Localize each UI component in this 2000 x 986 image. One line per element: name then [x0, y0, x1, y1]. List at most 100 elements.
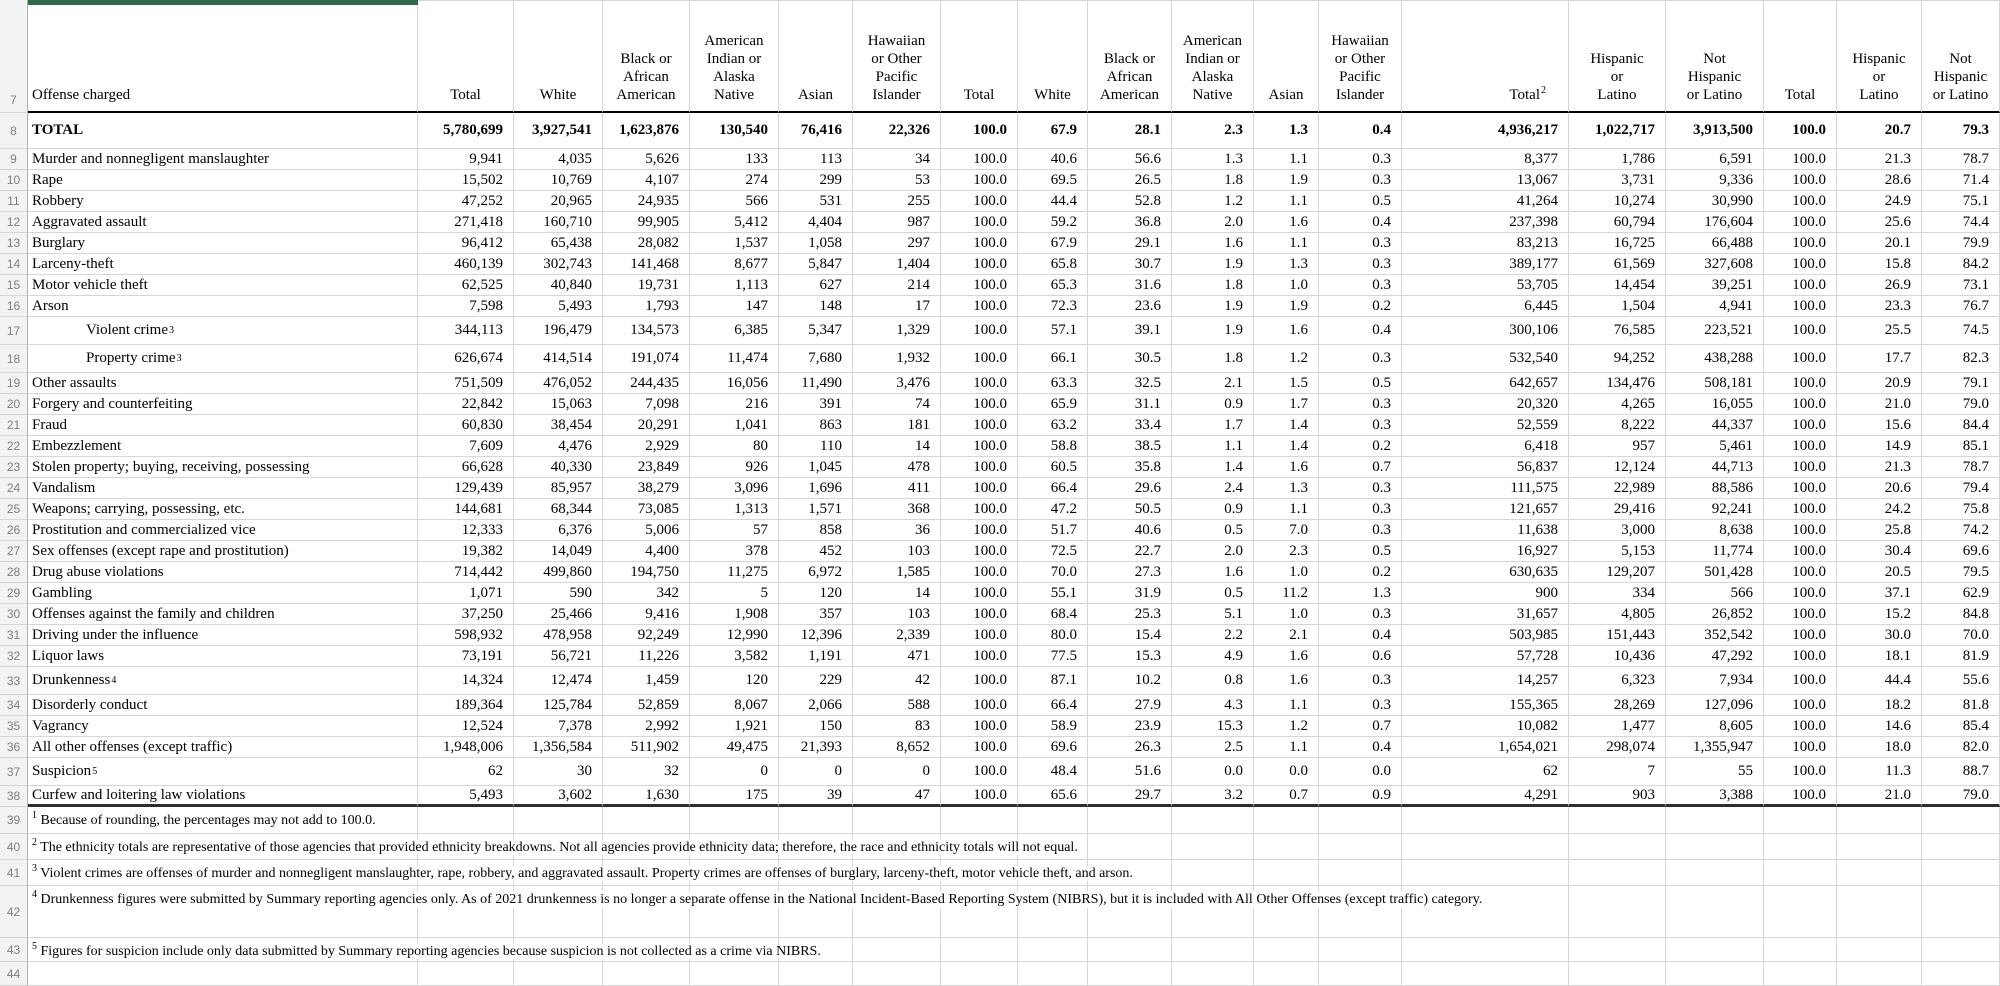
- value-cell[interactable]: 26.9: [1837, 275, 1922, 296]
- value-cell[interactable]: 72.3: [1018, 296, 1088, 317]
- offense-label-cell[interactable]: Larceny-theft: [28, 254, 418, 275]
- value-cell[interactable]: 452: [779, 541, 853, 562]
- value-cell[interactable]: 1.9: [1254, 170, 1319, 191]
- value-cell[interactable]: 66.4: [1018, 695, 1088, 716]
- offense-label-cell[interactable]: Forgery and counterfeiting: [28, 394, 418, 415]
- column-header[interactable]: Not Hispanic or Latino: [1666, 0, 1764, 113]
- value-cell[interactable]: 100.0: [1764, 758, 1837, 786]
- value-cell[interactable]: 344,113: [418, 317, 514, 345]
- value-cell[interactable]: 176,604: [1666, 212, 1764, 233]
- value-cell[interactable]: 1,504: [1569, 296, 1666, 317]
- row-number[interactable]: 28: [0, 562, 28, 583]
- value-cell[interactable]: 1.6: [1254, 667, 1319, 695]
- value-cell[interactable]: 0.9: [1319, 786, 1402, 807]
- value-cell[interactable]: 0.3: [1319, 520, 1402, 541]
- value-cell[interactable]: 100.0: [1764, 275, 1837, 296]
- value-cell[interactable]: 10,436: [1569, 646, 1666, 667]
- value-cell[interactable]: 9,941: [418, 149, 514, 170]
- row-number[interactable]: 41: [0, 860, 28, 886]
- value-cell[interactable]: 5,626: [603, 149, 690, 170]
- value-cell[interactable]: 274: [690, 170, 779, 191]
- value-cell[interactable]: 471: [853, 646, 941, 667]
- value-cell[interactable]: 5,347: [779, 317, 853, 345]
- value-cell[interactable]: 96,412: [418, 233, 514, 254]
- value-cell[interactable]: 14.6: [1837, 716, 1922, 737]
- value-cell[interactable]: 67.9: [1018, 233, 1088, 254]
- value-cell[interactable]: 4,941: [1666, 296, 1764, 317]
- value-cell[interactable]: 100.0: [1764, 457, 1837, 478]
- value-cell[interactable]: 391: [779, 394, 853, 415]
- value-cell[interactable]: 2.4: [1172, 478, 1254, 499]
- value-cell[interactable]: 76.7: [1922, 296, 2000, 317]
- value-cell[interactable]: 53: [853, 170, 941, 191]
- value-cell[interactable]: 1,404: [853, 254, 941, 275]
- value-cell[interactable]: 70.0: [1018, 562, 1088, 583]
- value-cell[interactable]: 87.1: [1018, 667, 1088, 695]
- value-cell[interactable]: 9,336: [1666, 170, 1764, 191]
- value-cell[interactable]: 68.4: [1018, 604, 1088, 625]
- value-cell[interactable]: 134,573: [603, 317, 690, 345]
- value-cell[interactable]: 8,605: [1666, 716, 1764, 737]
- value-cell[interactable]: 4,400: [603, 541, 690, 562]
- value-cell[interactable]: 79.0: [1922, 786, 2000, 807]
- value-cell[interactable]: 24.2: [1837, 499, 1922, 520]
- value-cell[interactable]: 414,514: [514, 345, 603, 373]
- value-cell[interactable]: 5,412: [690, 212, 779, 233]
- value-cell[interactable]: 1,355,947: [1666, 737, 1764, 758]
- value-cell[interactable]: 0.3: [1319, 499, 1402, 520]
- value-cell[interactable]: 129,439: [418, 478, 514, 499]
- value-cell[interactable]: 8,377: [1402, 149, 1569, 170]
- value-cell[interactable]: 100.0: [941, 541, 1018, 562]
- value-cell[interactable]: 31,657: [1402, 604, 1569, 625]
- column-header[interactable]: White: [514, 0, 603, 113]
- value-cell[interactable]: 1,071: [418, 583, 514, 604]
- value-cell[interactable]: 7,378: [514, 716, 603, 737]
- value-cell[interactable]: 1,113: [690, 275, 779, 296]
- value-cell[interactable]: 6,385: [690, 317, 779, 345]
- value-cell[interactable]: 63.3: [1018, 373, 1088, 394]
- value-cell[interactable]: 39.1: [1088, 317, 1172, 345]
- value-cell[interactable]: 38,454: [514, 415, 603, 436]
- offense-label-cell[interactable]: Liquor laws: [28, 646, 418, 667]
- value-cell[interactable]: 100.0: [941, 149, 1018, 170]
- value-cell[interactable]: 100.0: [1764, 212, 1837, 233]
- value-cell[interactable]: 14: [853, 583, 941, 604]
- offense-label-cell[interactable]: Stolen property; buying, receiving, poss…: [28, 457, 418, 478]
- value-cell[interactable]: 81.8: [1922, 695, 2000, 716]
- value-cell[interactable]: 17: [853, 296, 941, 317]
- value-cell[interactable]: 70.0: [1922, 625, 2000, 646]
- value-cell[interactable]: 389,177: [1402, 254, 1569, 275]
- value-cell[interactable]: 189,364: [418, 695, 514, 716]
- value-cell[interactable]: 100.0: [941, 604, 1018, 625]
- value-cell[interactable]: 44.4: [1837, 667, 1922, 695]
- row-number[interactable]: 36: [0, 737, 28, 758]
- value-cell[interactable]: 79.1: [1922, 373, 2000, 394]
- value-cell[interactable]: 41,264: [1402, 191, 1569, 212]
- row-number[interactable]: 20: [0, 394, 28, 415]
- value-cell[interactable]: 0.0: [1172, 758, 1254, 786]
- value-cell[interactable]: 299: [779, 170, 853, 191]
- value-cell[interactable]: 30.4: [1837, 541, 1922, 562]
- value-cell[interactable]: 100.0: [941, 499, 1018, 520]
- value-cell[interactable]: 147: [690, 296, 779, 317]
- value-cell[interactable]: 68,344: [514, 499, 603, 520]
- value-cell[interactable]: 35.8: [1088, 457, 1172, 478]
- value-cell[interactable]: 15.2: [1837, 604, 1922, 625]
- value-cell[interactable]: 28.6: [1837, 170, 1922, 191]
- value-cell[interactable]: 0.5: [1172, 520, 1254, 541]
- value-cell[interactable]: 12,396: [779, 625, 853, 646]
- value-cell[interactable]: 19,731: [603, 275, 690, 296]
- row-number[interactable]: 17: [0, 317, 28, 345]
- value-cell[interactable]: 66.1: [1018, 345, 1088, 373]
- value-cell[interactable]: 476,052: [514, 373, 603, 394]
- value-cell[interactable]: 100.0: [1764, 499, 1837, 520]
- value-cell[interactable]: 26.3: [1088, 737, 1172, 758]
- value-cell[interactable]: 566: [690, 191, 779, 212]
- value-cell[interactable]: 1.1: [1172, 436, 1254, 457]
- value-cell[interactable]: 1,313: [690, 499, 779, 520]
- value-cell[interactable]: 0.3: [1319, 275, 1402, 296]
- value-cell[interactable]: 1.7: [1254, 394, 1319, 415]
- row-number[interactable]: 12: [0, 212, 28, 233]
- row-number[interactable]: 9: [0, 149, 28, 170]
- offense-label-cell[interactable]: Rape: [28, 170, 418, 191]
